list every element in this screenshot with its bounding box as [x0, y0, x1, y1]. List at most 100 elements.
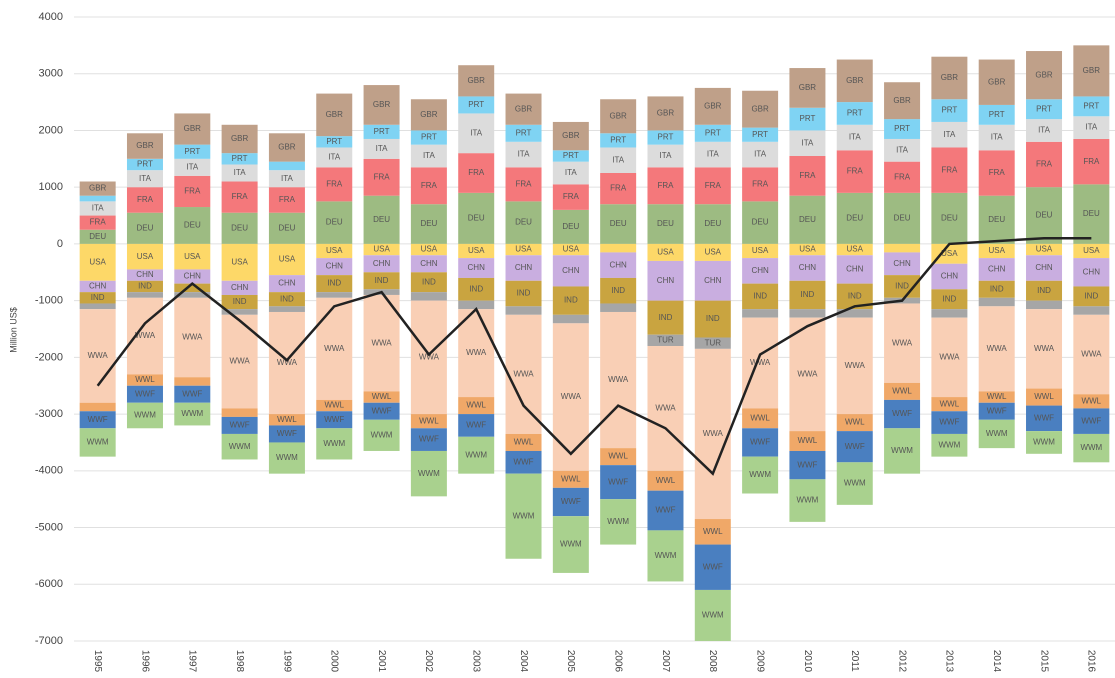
- bar-segment: [316, 147, 353, 168]
- segment-label: DEU: [846, 213, 863, 222]
- segment-label: FRA: [468, 168, 485, 177]
- segment-label: WWM: [323, 439, 345, 448]
- bar-segment: [1073, 394, 1110, 409]
- segment-label: GBR: [893, 96, 911, 105]
- segment-label: FRA: [326, 179, 343, 188]
- segment-label: PRT: [894, 124, 910, 133]
- bar-segment: [647, 204, 684, 244]
- bar-segment: [363, 419, 400, 451]
- bar-segment: [410, 414, 447, 429]
- bar-segment: [458, 243, 495, 259]
- segment-label: GBR: [420, 110, 438, 119]
- bar-segment: [363, 402, 400, 420]
- bar-segment: [742, 127, 779, 142]
- bar-segment: [552, 286, 589, 315]
- segment-label: IND: [848, 291, 862, 300]
- bar-segment: [174, 269, 211, 284]
- bar-segment: [647, 346, 684, 471]
- segment-label: USA: [563, 245, 580, 254]
- segment-label: FRA: [799, 171, 816, 180]
- bar-segment: [1026, 309, 1063, 389]
- bar-segment: [268, 243, 305, 276]
- segment-label: FRA: [657, 181, 674, 190]
- bar-segment: [505, 201, 542, 244]
- x-tick-label: 2016: [1086, 650, 1097, 673]
- segment-label: WWA: [1081, 350, 1102, 359]
- bar-segment: [505, 243, 542, 256]
- bar-segment: [789, 479, 826, 522]
- segment-label: PRT: [1083, 101, 1099, 110]
- bar-segment: [221, 416, 258, 434]
- bar-segment: [458, 96, 495, 114]
- segment-label: WWA: [561, 392, 582, 401]
- segment-label: DEU: [704, 219, 721, 228]
- segment-label: WWF: [1034, 413, 1054, 422]
- segment-label: GBR: [941, 73, 959, 82]
- x-tick-label: 2014: [991, 650, 1002, 673]
- segment-label: CHN: [184, 272, 202, 281]
- segment-label: ITA: [376, 144, 389, 153]
- segment-label: FRA: [989, 168, 1006, 177]
- segment-label: WWM: [276, 453, 298, 462]
- bar-segment: [647, 243, 684, 261]
- bar-segment: [1026, 119, 1063, 142]
- bar-segment: [363, 195, 400, 244]
- bar-segment: [552, 184, 589, 210]
- bar-segment: [931, 192, 968, 244]
- bar-segment: [600, 173, 637, 205]
- bar-segment: [363, 85, 400, 125]
- segment-label: GBR: [657, 109, 675, 118]
- bar-segment: [221, 280, 258, 295]
- segment-label: USA: [231, 257, 248, 266]
- bar-segment: [884, 252, 921, 276]
- bar-segment: [694, 243, 731, 261]
- bar-segment: [316, 258, 353, 276]
- bar-segment: [694, 589, 731, 641]
- segment-label: DEU: [278, 223, 295, 232]
- x-tick-label: 2003: [471, 650, 482, 673]
- segment-label: ITA: [423, 151, 436, 160]
- segment-label: WWL: [940, 399, 960, 408]
- bar-segment: [694, 260, 731, 301]
- bar-segment: [174, 402, 211, 426]
- bar-segment: [505, 306, 542, 315]
- segment-label: USA: [752, 246, 769, 255]
- bar-segment: [742, 317, 779, 409]
- segment-label: WWA: [371, 338, 392, 347]
- segment-label: DEU: [610, 219, 627, 228]
- segment-label: FRA: [232, 192, 249, 201]
- segment-label: USA: [468, 246, 485, 255]
- bar-segment: [694, 519, 731, 545]
- y-tick-label: 3000: [39, 68, 63, 80]
- segment-label: ITA: [896, 145, 909, 154]
- bar-segment: [1026, 405, 1063, 432]
- bar-segment: [458, 277, 495, 301]
- bar-segment: [884, 428, 921, 474]
- bar-segment: [1073, 243, 1110, 259]
- bar-segment: [742, 428, 779, 457]
- bar-segment: [363, 391, 400, 403]
- segment-label: WWM: [560, 540, 582, 549]
- segment-label: USA: [847, 245, 864, 254]
- segment-label: IND: [233, 297, 247, 306]
- segment-label: FRA: [184, 187, 201, 196]
- bar-segment: [1026, 300, 1063, 310]
- bar-segment: [363, 243, 400, 256]
- segment-label: USA: [799, 245, 816, 254]
- bar-segment: [647, 300, 684, 335]
- segment-label: USA: [1083, 246, 1100, 255]
- segment-label: PRT: [610, 135, 626, 144]
- bar-segment: [1073, 184, 1110, 244]
- bar-segment: [600, 303, 637, 312]
- bar-segment: [126, 170, 163, 188]
- segment-label: ITA: [518, 150, 531, 159]
- segment-label: DEU: [657, 219, 674, 228]
- bar-segment: [458, 414, 495, 437]
- segment-label: WWL: [1034, 392, 1054, 401]
- segment-label: GBR: [1083, 66, 1101, 75]
- segment-label: CHN: [515, 263, 533, 272]
- bar-segment: [1073, 286, 1110, 307]
- bar-segment: [458, 258, 495, 278]
- segment-label: USA: [326, 246, 343, 255]
- bar-segment: [1073, 96, 1110, 117]
